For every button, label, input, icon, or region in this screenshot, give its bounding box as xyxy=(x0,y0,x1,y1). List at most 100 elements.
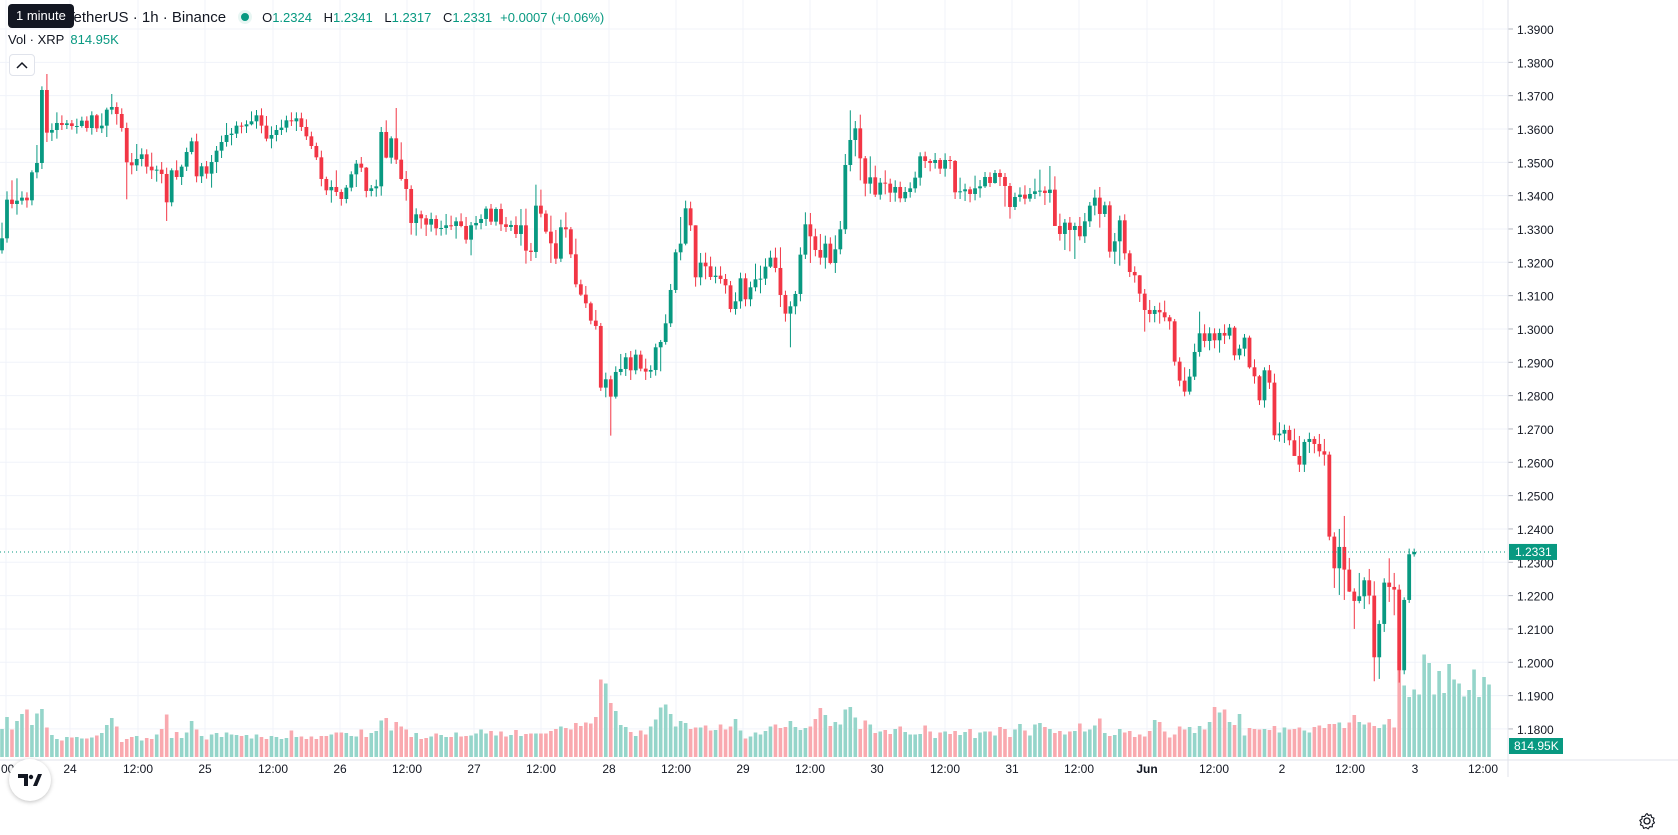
candle-body xyxy=(544,213,548,232)
candle-body xyxy=(334,186,339,192)
volume-bar xyxy=(199,736,204,757)
volume-bar xyxy=(1447,664,1451,757)
candle-body xyxy=(983,176,987,187)
candle xyxy=(459,213,463,228)
candle xyxy=(1112,232,1117,264)
volume-bar xyxy=(1232,725,1237,757)
candle xyxy=(179,164,184,185)
candle-body xyxy=(988,176,992,183)
candle xyxy=(1057,213,1062,241)
candle xyxy=(30,170,34,206)
candle-body xyxy=(823,243,828,258)
gear-icon[interactable] xyxy=(1638,812,1656,830)
candle-body xyxy=(1352,591,1357,601)
candles xyxy=(0,73,1417,683)
volume-bar xyxy=(264,739,269,757)
price-tick-label: 1.2700 xyxy=(1517,423,1554,437)
candle xyxy=(663,314,668,345)
candle xyxy=(853,120,858,157)
candle xyxy=(124,122,129,200)
candle xyxy=(159,161,164,184)
volume-bar xyxy=(1127,731,1132,757)
candle-body xyxy=(1023,194,1027,199)
candle-body xyxy=(638,354,643,369)
volume-bar xyxy=(70,737,74,757)
price-tick-label: 1.2600 xyxy=(1517,456,1554,470)
candle-body xyxy=(888,183,893,193)
candle xyxy=(234,121,239,138)
candle xyxy=(998,169,1002,186)
candle-body xyxy=(773,257,778,268)
candle-body xyxy=(264,125,269,139)
volume-bar xyxy=(1332,724,1337,757)
candle-body xyxy=(678,243,683,253)
market-status-icon[interactable] xyxy=(238,10,253,24)
candle-body xyxy=(1082,221,1087,237)
candle-body xyxy=(1327,454,1332,537)
candle-body xyxy=(199,166,204,177)
volume-bar xyxy=(1107,736,1112,757)
candle xyxy=(334,170,339,196)
volume-bar xyxy=(294,737,299,757)
volume-label[interactable]: Vol · XRP xyxy=(8,32,65,47)
candle-body xyxy=(1342,546,1347,570)
volume-bar xyxy=(1352,715,1357,757)
volume-bar xyxy=(154,734,159,757)
candle xyxy=(858,114,863,181)
price-tick-label: 1.3000 xyxy=(1517,323,1554,337)
candle-body xyxy=(1297,455,1302,465)
candle-body xyxy=(853,128,858,140)
candle xyxy=(988,172,992,187)
symbol-title[interactable]: TetherUS · 1h · Binance xyxy=(66,8,227,26)
candle-body xyxy=(673,252,678,290)
volume-bar xyxy=(653,719,658,757)
volume-bar xyxy=(1063,734,1067,757)
candle xyxy=(269,126,274,149)
candle xyxy=(109,93,114,115)
time-tick-label: 25 xyxy=(198,762,212,776)
candle-body xyxy=(329,186,334,191)
price-axis[interactable]: 1.3900 1.3800 1.3700 1.3600 1.3500 1.3400 1.33… xyxy=(1507,0,1563,777)
candle-body xyxy=(1212,333,1217,341)
tradingview-logo[interactable] xyxy=(9,759,51,801)
candle xyxy=(1302,439,1307,472)
time-tick-label: 30 xyxy=(870,762,884,776)
candle xyxy=(838,220,843,255)
candle xyxy=(678,216,683,261)
candle-body xyxy=(1372,595,1377,658)
candle xyxy=(1107,201,1112,258)
volume-bar xyxy=(928,731,932,757)
candle xyxy=(114,102,119,125)
volume-bar xyxy=(100,733,104,757)
candle xyxy=(743,273,748,307)
candle xyxy=(1077,216,1082,241)
candle-body xyxy=(788,306,793,314)
price-tick-label: 1.2200 xyxy=(1517,590,1554,604)
candle-body xyxy=(1397,589,1402,671)
candle xyxy=(698,252,703,286)
candle-body xyxy=(1257,376,1262,401)
volume-bar xyxy=(184,732,189,757)
volume-bar xyxy=(1207,722,1212,757)
candle xyxy=(683,200,688,246)
volume-bar xyxy=(618,725,623,757)
volume-bar xyxy=(1187,727,1192,757)
candle-body xyxy=(843,164,848,230)
volume-bar xyxy=(554,729,558,757)
candle-body xyxy=(339,191,344,199)
volume-bar xyxy=(1277,732,1282,757)
candle xyxy=(474,215,478,230)
volume-bar xyxy=(1392,727,1397,757)
candle xyxy=(918,152,923,186)
candle xyxy=(848,110,853,172)
candle-body xyxy=(64,123,69,125)
volume-bar xyxy=(678,721,683,757)
candle xyxy=(1352,588,1357,629)
volume-bar xyxy=(124,739,129,757)
candle xyxy=(344,184,349,204)
volume-bar xyxy=(1137,734,1142,757)
collapse-legend-button[interactable] xyxy=(9,54,35,76)
time-axis[interactable]: :002412:002512:002612:002712:002812:0029… xyxy=(0,759,1678,776)
